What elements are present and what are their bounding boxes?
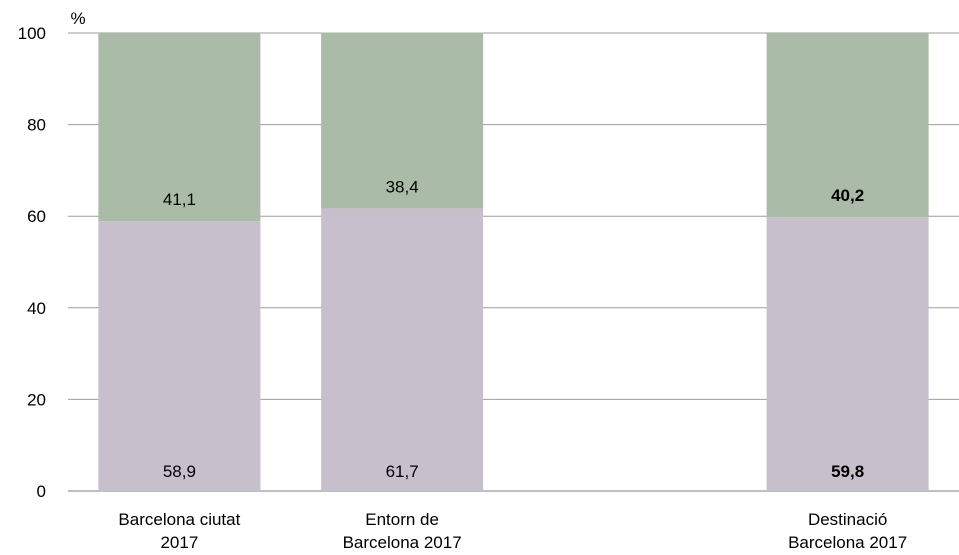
x-tick-label: Barcelona 2017 [343,533,462,552]
bar-segment [98,33,261,222]
y-tick-label: 60 [27,207,46,226]
x-axis-labels: Barcelona ciutat 2017 Entorn de Barcelona 2… [118,510,907,552]
bar-segment [98,221,261,491]
x-tick-label: Entorn de [365,510,439,529]
y-tick-label: 80 [27,116,46,135]
x-tick-label: Barcelona 2017 [788,533,907,552]
data-label: 58,9 [163,462,196,481]
bar-segment [321,32,484,209]
y-unit-label: % [70,9,85,28]
data-label: 61,7 [386,462,419,481]
x-tick-label: Destinació [808,510,887,529]
y-tick-label: 0 [37,482,46,501]
bar-segment [766,33,929,218]
data-label: 41,1 [163,190,196,209]
y-axis-ticks: 0 20 40 60 80 100 [18,24,46,501]
x-tick-label: 2017 [160,533,198,552]
bar-segment [321,208,484,491]
data-label: 59,8 [831,462,864,481]
bar-segment [766,217,929,491]
x-tick-label: Barcelona ciutat [118,510,240,529]
bars: 58,9 41,1 61,7 38,4 59,8 40,2 [98,32,929,491]
y-tick-label: 100 [18,24,46,43]
data-label: 40,2 [831,186,864,205]
y-tick-label: 40 [27,299,46,318]
y-tick-label: 20 [27,390,46,409]
data-label: 38,4 [386,177,419,196]
